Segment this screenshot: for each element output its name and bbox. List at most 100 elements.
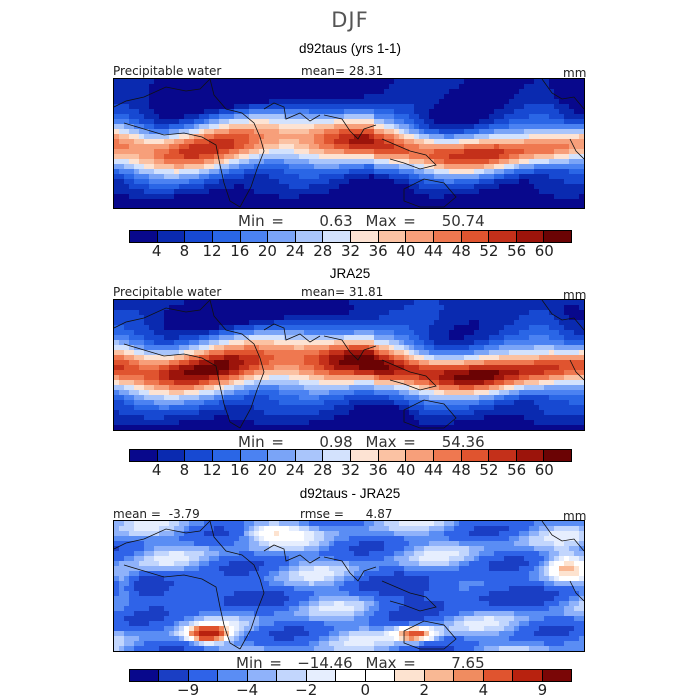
panel1-mean-label: mean= — [301, 64, 346, 78]
colorbar-cell — [489, 450, 517, 461]
colorbar-tick-label: 24 — [285, 461, 305, 479]
colorbar-cell — [454, 670, 484, 681]
coastline — [323, 556, 377, 582]
panel2-mean-value: 31.81 — [348, 285, 384, 299]
colorbar-tick-label: 16 — [230, 242, 250, 260]
coastline — [114, 79, 211, 108]
coastline — [209, 300, 265, 429]
panel2-colorbar — [129, 449, 572, 462]
colorbar-tick-label: 8 — [179, 461, 190, 479]
coastline — [403, 178, 457, 208]
colorbar-cell — [306, 670, 337, 681]
coastline — [403, 620, 457, 650]
colorbar-tick-label: −9 — [177, 681, 200, 699]
colorbar-cell — [323, 231, 351, 242]
coastline — [569, 138, 584, 160]
colorbar-cell — [516, 450, 545, 461]
colorbar-cell — [542, 670, 572, 681]
colorbar-cell — [268, 231, 296, 242]
colorbar-cell — [240, 231, 269, 242]
colorbar-cell — [483, 670, 514, 681]
panel1-min-value: 0.63 — [319, 212, 353, 230]
coastline — [381, 359, 437, 391]
panel2-title: JRA25 — [329, 266, 371, 281]
colorbar-cell — [130, 231, 158, 242]
panel3-rmse-label: rmse = — [300, 507, 344, 521]
colorbar-cell — [406, 231, 434, 242]
colorbar-tick-label: 28 — [313, 242, 333, 260]
colorbar-cell — [433, 231, 462, 242]
panel2-min-label: Min = — [238, 433, 284, 451]
colorbar-cell — [424, 670, 455, 681]
coastline — [541, 300, 584, 331]
colorbar-cell — [185, 231, 213, 242]
colorbar-tick-label: 48 — [451, 461, 471, 479]
colorbar-cell — [323, 450, 351, 461]
panel3-min-value: −14.46 — [297, 654, 353, 672]
panel1-colorbar — [129, 230, 572, 243]
panel3-units: mm — [563, 509, 587, 523]
panel1-units: mm — [563, 66, 587, 80]
colorbar-tick-label: 9 — [537, 681, 548, 699]
panel1-map — [113, 78, 585, 209]
colorbar-tick-label: −4 — [236, 681, 259, 699]
colorbar-tick-label: 40 — [396, 242, 416, 260]
colorbar-tick-label: 52 — [479, 461, 499, 479]
colorbar-cell — [130, 450, 158, 461]
colorbar-tick-label: 60 — [534, 461, 554, 479]
coastline — [209, 79, 265, 208]
panel2-units: mm — [563, 288, 587, 302]
colorbar-cell — [247, 670, 278, 681]
colorbar-cell — [157, 450, 186, 461]
panel3-min-label: Min = — [236, 654, 282, 672]
colorbar-tick-label: 56 — [507, 461, 527, 479]
coastline — [403, 399, 457, 429]
colorbar-cell — [378, 231, 407, 242]
colorbar-cell — [130, 670, 160, 681]
colorbar-cell — [188, 670, 219, 681]
coastline — [123, 122, 241, 208]
colorbar-tick-label: 28 — [313, 461, 333, 479]
coastline — [263, 544, 321, 564]
colorbar-tick-label: 40 — [396, 461, 416, 479]
coastline — [323, 335, 377, 361]
colorbar-cell — [544, 450, 571, 461]
colorbar-tick-label: 4 — [478, 681, 489, 699]
panel2-min-value: 0.98 — [319, 433, 353, 451]
colorbar-cell — [351, 450, 379, 461]
season-title: DJF — [331, 8, 369, 32]
colorbar-tick-label: 44 — [424, 242, 444, 260]
colorbar-cell — [159, 670, 189, 681]
colorbar-tick-label: 24 — [285, 242, 305, 260]
coastline — [569, 580, 584, 602]
colorbar-tick-label: 20 — [257, 461, 277, 479]
panel1-max-label: Max = — [365, 212, 416, 230]
colorbar-tick-label: 12 — [202, 461, 222, 479]
colorbar-tick-label: 60 — [534, 242, 554, 260]
panel2-variable: Precipitable water — [113, 285, 222, 299]
colorbar-cell — [489, 231, 517, 242]
panel3-rmse-value: 4.87 — [365, 507, 393, 521]
colorbar-cell — [277, 670, 307, 681]
panel2-max-label: Max = — [365, 433, 416, 451]
colorbar-cell — [268, 450, 296, 461]
colorbar-tick-label: 44 — [424, 461, 444, 479]
colorbar-tick-label: 52 — [479, 242, 499, 260]
coastline — [381, 138, 437, 170]
colorbar-cell — [516, 231, 545, 242]
colorbar-tick-label: 20 — [257, 242, 277, 260]
coastline — [114, 300, 211, 329]
coastline — [569, 359, 584, 381]
panel3-max-value: 7.65 — [451, 654, 485, 672]
panel1-max-value: 50.74 — [441, 212, 485, 230]
colorbar-cell — [157, 231, 186, 242]
colorbar-tick-label: 48 — [451, 242, 471, 260]
colorbar-tick-label: 12 — [202, 242, 222, 260]
colorbar-cell — [351, 231, 379, 242]
panel1-title: d92taus (yrs 1-1) — [298, 41, 402, 56]
colorbar-tick-label: 32 — [340, 242, 361, 260]
colorbar-cell — [295, 231, 324, 242]
panel2-mean-label: mean= — [301, 285, 346, 299]
colorbar-tick-label: 4 — [151, 461, 162, 479]
panel3-mean-value: -3.79 — [168, 507, 200, 521]
